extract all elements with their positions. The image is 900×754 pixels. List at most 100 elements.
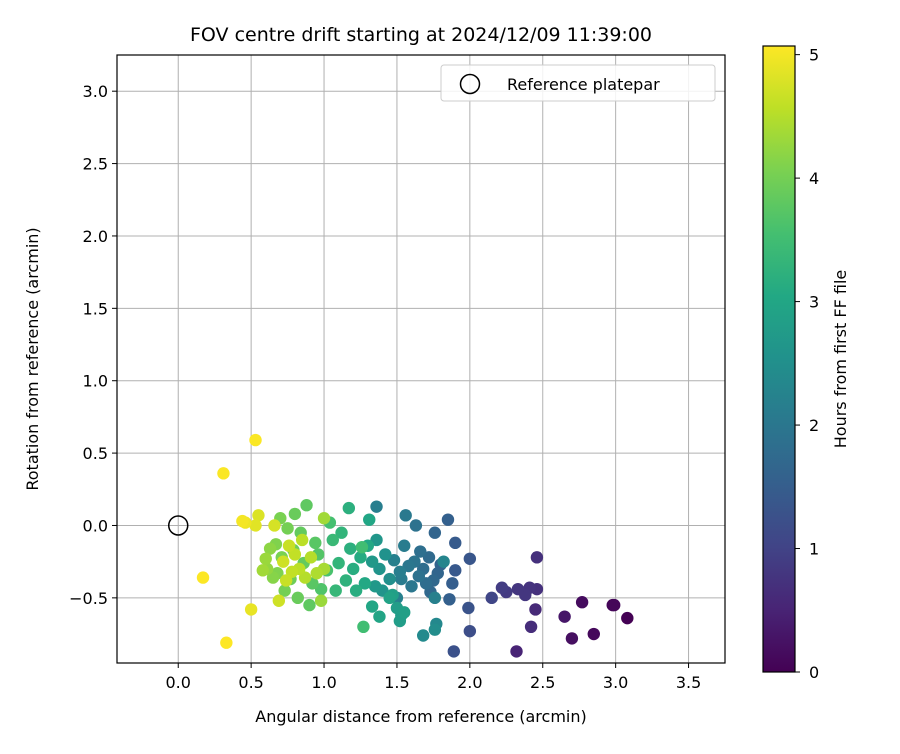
data-point xyxy=(379,548,392,561)
data-point xyxy=(282,539,296,552)
data-point xyxy=(259,552,272,565)
data-point xyxy=(383,572,396,586)
data-point xyxy=(354,551,367,564)
data-point xyxy=(409,519,423,532)
y-tick-label: −0.5 xyxy=(69,589,108,608)
x-tick-label: 3.0 xyxy=(603,673,628,692)
data-point xyxy=(358,577,372,590)
data-point xyxy=(463,552,477,565)
x-tick-label: 1.0 xyxy=(311,673,336,692)
data-point xyxy=(398,606,411,619)
data-point xyxy=(244,603,258,616)
data-point xyxy=(217,467,230,480)
data-point xyxy=(416,629,430,642)
y-tick-label: 0.5 xyxy=(83,444,108,463)
data-point xyxy=(368,580,382,593)
data-point xyxy=(317,512,331,525)
scatter-points xyxy=(196,433,634,658)
data-point xyxy=(326,533,339,547)
data-point xyxy=(272,594,286,607)
y-axis-label: Rotation from reference (arcmin) xyxy=(23,227,42,490)
data-point xyxy=(335,526,348,539)
legend: Reference platepar xyxy=(440,64,716,102)
data-point xyxy=(370,533,383,547)
chart-title: FOV centre drift starting at 2024/12/09 … xyxy=(190,24,652,46)
y-tick-label: 3.0 xyxy=(83,82,108,101)
data-point xyxy=(303,598,316,612)
data-point xyxy=(329,584,342,597)
colorbar-ticks: 0 1 2 3 4 5 xyxy=(795,46,819,682)
data-point xyxy=(441,513,455,526)
data-point xyxy=(266,571,280,584)
reference-platepar-marker xyxy=(167,515,189,536)
data-point xyxy=(558,610,571,623)
data-point xyxy=(252,509,265,522)
legend-reference-marker xyxy=(459,73,481,95)
data-point xyxy=(587,627,600,641)
data-point xyxy=(524,620,538,634)
data-point xyxy=(365,555,379,568)
data-point xyxy=(449,536,462,550)
data-point xyxy=(463,624,477,638)
data-point xyxy=(310,567,323,580)
x-tick-label: 2.5 xyxy=(530,673,555,692)
colorbar-tick-label: 5 xyxy=(809,46,819,65)
data-point xyxy=(428,526,442,539)
data-point xyxy=(485,591,498,605)
y-tick-label: 2.0 xyxy=(83,227,108,246)
data-point xyxy=(402,559,415,573)
data-point xyxy=(342,501,356,515)
data-point xyxy=(220,636,233,649)
data-point xyxy=(373,610,386,623)
y-tick-label: 2.5 xyxy=(83,155,108,174)
data-point xyxy=(278,584,291,597)
data-point xyxy=(495,581,509,594)
data-point xyxy=(347,562,360,576)
data-point xyxy=(365,600,379,613)
data-point xyxy=(443,593,456,606)
data-point xyxy=(575,596,589,609)
x-tick-label: 1.5 xyxy=(384,673,409,692)
data-point xyxy=(447,645,461,658)
x-axis-label: Angular distance from reference (arcmin) xyxy=(255,707,586,726)
data-point xyxy=(383,591,396,605)
x-tick-label: 2.0 xyxy=(457,673,482,692)
data-point xyxy=(196,571,210,584)
data-point xyxy=(398,539,411,552)
data-point xyxy=(236,514,249,528)
data-point xyxy=(405,580,418,593)
grid-lines xyxy=(117,55,725,663)
legend-label: Reference platepar xyxy=(507,75,660,94)
y-tick-label: 1.5 xyxy=(83,299,108,318)
data-point xyxy=(565,632,579,645)
colorbar xyxy=(762,45,796,673)
colorbar-tick-label: 3 xyxy=(809,293,819,312)
data-point xyxy=(288,548,302,561)
data-point xyxy=(357,620,370,634)
data-point xyxy=(332,556,345,570)
data-point xyxy=(349,584,363,597)
data-point xyxy=(295,533,309,547)
data-point xyxy=(291,591,304,605)
plot-frame xyxy=(116,54,726,664)
data-point xyxy=(268,519,281,532)
data-point xyxy=(414,545,427,558)
y-axis-ticks: −0.5 0.0 0.5 1.0 1.5 2.0 2.5 3.0 xyxy=(69,82,117,608)
data-point xyxy=(412,569,426,583)
data-point xyxy=(314,582,328,596)
data-point xyxy=(387,554,401,567)
data-point xyxy=(529,603,542,616)
data-point xyxy=(437,555,450,568)
x-axis-ticks: 0.0 0.5 1.0 1.5 2.0 2.5 3.0 3.5 xyxy=(166,663,701,692)
data-point xyxy=(263,542,277,555)
data-point xyxy=(621,611,634,625)
colorbar-tick-label: 1 xyxy=(809,540,819,559)
data-point xyxy=(422,551,436,564)
data-point xyxy=(530,551,544,564)
data-point xyxy=(510,645,523,658)
x-tick-label: 3.5 xyxy=(676,673,701,692)
data-point xyxy=(462,601,475,615)
data-point xyxy=(279,574,293,587)
colorbar-tick-label: 0 xyxy=(809,663,819,682)
colorbar-tick-label: 4 xyxy=(809,169,819,188)
